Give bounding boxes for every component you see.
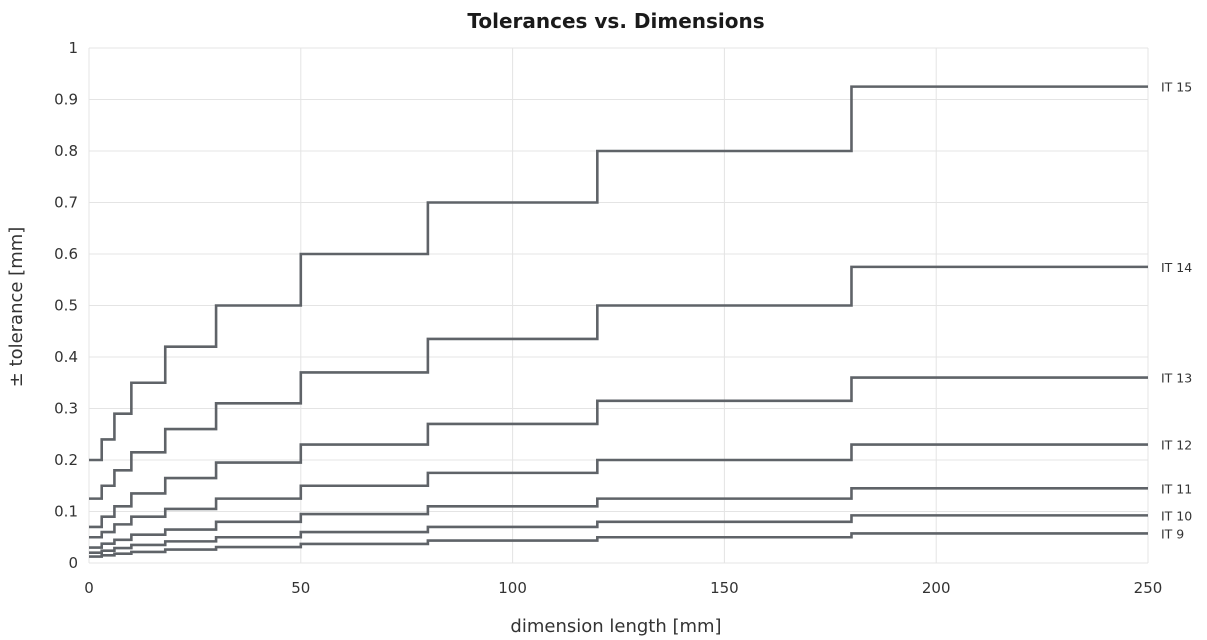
x-tick-label: 150 [710, 579, 739, 597]
y-tick-label: 0.7 [54, 194, 78, 212]
x-tick-label: 100 [498, 579, 527, 597]
y-axis-label: ± tolerance [mm] [6, 227, 27, 388]
series-labels: IT 15 IT 14 IT 13 IT 12 IT 11 IT 10 IT 9 [1161, 80, 1192, 542]
series-label: IT 10 [1161, 508, 1192, 523]
y-tick-label: 0.4 [54, 348, 78, 366]
series-line-it15 [89, 85, 1148, 462]
series-line-it10 [89, 514, 1148, 554]
y-tick-label: 1 [68, 39, 78, 57]
series-label: IT 9 [1161, 526, 1184, 541]
y-tick-label: 0.8 [54, 142, 78, 160]
series-line-it13 [89, 376, 1148, 529]
y-tick-label: 0.6 [54, 245, 78, 263]
series-line-it9 [89, 532, 1148, 558]
series-line-it11 [89, 487, 1148, 549]
series-lines [89, 85, 1148, 558]
series-label: IT 11 [1161, 481, 1192, 496]
x-tick-label: 0 [84, 579, 94, 597]
y-tick-label: 0.5 [54, 297, 78, 315]
series-line-it12 [89, 443, 1148, 539]
y-tick-label: 0 [68, 554, 78, 572]
chart-title: Tolerances vs. Dimensions [467, 9, 764, 33]
series-label: IT 14 [1161, 260, 1192, 275]
series-label: IT 15 [1161, 80, 1192, 95]
y-tick-label: 0.1 [54, 503, 78, 521]
x-tick-label: 50 [291, 579, 310, 597]
series-label: IT 13 [1161, 371, 1192, 386]
x-tick-label: 200 [922, 579, 951, 597]
x-axis-label: dimension length [mm] [510, 616, 721, 637]
tick-labels: 0 0.1 0.2 0.3 0.4 0.5 0.6 0.7 0.8 0.9 1 0 50 100 150 20… [54, 39, 1162, 597]
series-line-it14 [89, 265, 1148, 500]
y-tick-label: 0.2 [54, 451, 78, 469]
y-tick-label: 0.9 [54, 91, 78, 109]
y-tick-label: 0.3 [54, 400, 78, 418]
series-label: IT 12 [1161, 438, 1192, 453]
x-tick-label: 250 [1134, 579, 1163, 597]
